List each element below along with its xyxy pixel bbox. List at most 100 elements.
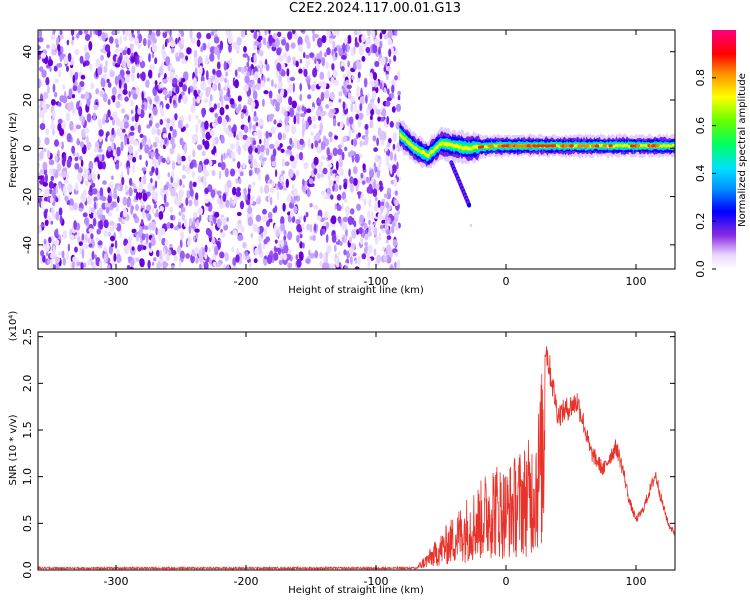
- noise-blob: [284, 123, 290, 133]
- noise-blob: [48, 159, 55, 166]
- noise-blob: [48, 180, 54, 190]
- noise-blob: [361, 34, 366, 43]
- noise-blob: [367, 210, 371, 220]
- colorbar-tick-label: 0.2: [694, 212, 707, 230]
- noise-blob: [193, 49, 198, 60]
- noise-blob: [375, 86, 379, 94]
- noise-blob: [365, 46, 371, 54]
- noise-blob: [303, 52, 306, 59]
- noise-blob: [174, 195, 178, 206]
- noise-blob: [223, 127, 227, 132]
- noise-blob: [236, 161, 241, 169]
- noise-blob: [311, 115, 317, 122]
- noise-blob: [286, 68, 290, 77]
- noise-blob: [170, 136, 175, 145]
- noise-blob: [291, 100, 297, 109]
- noise-blob: [293, 188, 298, 197]
- noise-blob: [39, 150, 44, 160]
- noise-blob: [312, 67, 318, 78]
- noise-blob: [91, 182, 96, 188]
- noise-blob: [86, 135, 89, 145]
- noise-blob: [299, 93, 303, 102]
- noise-blob: [223, 152, 226, 160]
- noise-blob: [123, 121, 129, 129]
- signal-peak: [509, 144, 514, 148]
- noise-blob: [217, 162, 222, 168]
- noise-blob: [107, 212, 113, 217]
- noise-blob: [315, 109, 321, 117]
- spectrogram-y-ticks: -40 -20 0 20 40: [21, 45, 675, 254]
- noise-blob: [253, 161, 259, 169]
- noise-blob: [52, 253, 58, 258]
- colorbar-tick-label: 0.6: [694, 117, 707, 135]
- noise-blob: [112, 149, 117, 157]
- noise-blob: [208, 214, 213, 222]
- noise-blob: [279, 55, 283, 61]
- noise-blob: [387, 88, 390, 95]
- noise-blob: [158, 211, 164, 220]
- noise-blob: [237, 145, 241, 156]
- noise-blob: [200, 75, 205, 83]
- noise-blob: [386, 192, 392, 200]
- noise-blob: [222, 264, 227, 269]
- noise-blob: [317, 98, 322, 104]
- noise-blob: [132, 93, 138, 100]
- noise-blob: [154, 95, 160, 103]
- noise-blob: [210, 31, 215, 36]
- spectrogram-noise-region: [38, 30, 402, 269]
- noise-blob: [386, 115, 390, 125]
- noise-blob: [52, 110, 56, 119]
- noise-blob: [251, 104, 254, 113]
- noise-blob: [131, 30, 134, 34]
- noise-blob: [107, 82, 112, 88]
- noise-blob: [236, 36, 242, 46]
- noise-blob: [71, 36, 75, 41]
- noise-blob: [87, 259, 92, 266]
- noise-blob: [254, 71, 259, 80]
- noise-blob: [348, 116, 354, 125]
- noise-blob: [280, 240, 285, 247]
- noise-blob: [347, 215, 353, 226]
- noise-blob: [332, 169, 338, 175]
- snr-y-ticks: 0.0 0.5 1.0 1.5 2.0 2.5: [21, 328, 675, 579]
- noise-blob: [136, 234, 139, 242]
- noise-blob: [56, 162, 62, 172]
- noise-blob: [243, 46, 247, 53]
- noise-blob: [123, 82, 128, 92]
- noise-blob: [204, 244, 208, 253]
- noise-blob: [38, 224, 42, 234]
- noise-blob: [209, 107, 215, 113]
- noise-blob: [95, 58, 101, 68]
- noise-blob: [209, 160, 213, 167]
- noise-blob: [332, 118, 337, 127]
- noise-blob: [378, 232, 382, 242]
- noise-blob: [78, 30, 83, 36]
- noise-blob: [76, 32, 80, 39]
- noise-blob: [263, 227, 268, 233]
- noise-blob: [132, 213, 137, 219]
- noise-blob: [335, 160, 339, 171]
- noise-blob: [227, 87, 230, 98]
- noise-blob: [88, 243, 93, 248]
- noise-blob: [371, 223, 375, 231]
- noise-blob: [381, 227, 386, 234]
- noise-blob: [305, 54, 311, 59]
- noise-blob: [132, 140, 139, 146]
- noise-blob: [339, 184, 342, 191]
- signal-peak: [546, 144, 551, 148]
- noise-blob: [210, 220, 214, 227]
- noise-blob: [217, 115, 223, 125]
- noise-blob: [266, 77, 270, 82]
- noise-blob: [337, 251, 341, 256]
- noise-blob: [307, 84, 311, 90]
- colorbar-tick-label: 0.4: [694, 165, 707, 183]
- noise-blob: [397, 210, 401, 215]
- noise-blob: [366, 250, 370, 260]
- noise-blob: [232, 41, 238, 50]
- noise-blob: [344, 146, 348, 152]
- noise-blob: [163, 248, 166, 257]
- noise-blob: [232, 157, 236, 162]
- noise-blob: [253, 258, 258, 264]
- noise-blob: [275, 69, 279, 79]
- noise-blob: [220, 203, 226, 208]
